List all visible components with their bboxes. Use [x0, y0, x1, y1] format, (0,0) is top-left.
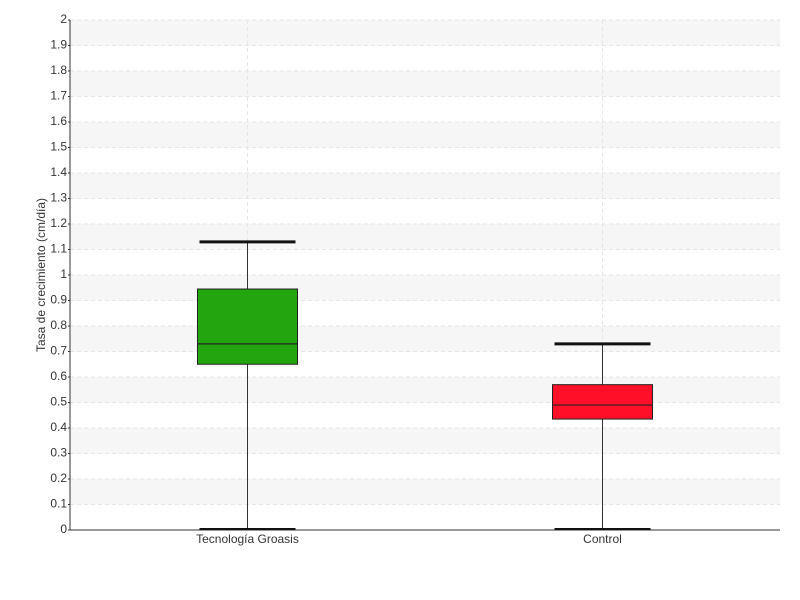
y-tick-label: 1 [60, 267, 67, 281]
y-tick-label: 1.5 [50, 140, 67, 154]
y-tick-label: 1.6 [50, 114, 67, 128]
box [197, 288, 298, 365]
grid-band [70, 71, 780, 97]
grid-band [70, 224, 780, 250]
y-tick-label: 1.8 [50, 63, 67, 77]
grid-band [70, 479, 780, 505]
grid-band [70, 173, 780, 199]
y-tick-label: 0.5 [50, 395, 67, 409]
y-tick-label: 0.1 [50, 497, 67, 511]
y-tick-label: 0.4 [50, 420, 67, 434]
y-tick-label: 1.2 [50, 216, 67, 230]
y-tick-label: 0.3 [50, 446, 67, 460]
grid-band [70, 377, 780, 403]
y-tick-label: 0.8 [50, 318, 67, 332]
y-axis-label: Tasa de crecimiento (cm/día) [34, 198, 48, 352]
grid-band [70, 275, 780, 301]
y-tick-label: 1.3 [50, 191, 67, 205]
y-tick-label: 2 [60, 12, 67, 26]
y-tick-label: 1.9 [50, 38, 67, 52]
y-tick-label: 0.2 [50, 471, 67, 485]
y-tick-label: 1.4 [50, 165, 67, 179]
y-tick-label: 1.7 [50, 89, 67, 103]
grid-band [70, 122, 780, 148]
y-tick-label: 0.7 [50, 344, 67, 358]
x-tick-label: Control [583, 532, 622, 546]
y-tick-label: 1.1 [50, 242, 67, 256]
x-tick-label: Tecnología Groasis [196, 532, 299, 546]
box [552, 384, 653, 420]
y-tick-label: 0.9 [50, 293, 67, 307]
grid-band [70, 20, 780, 46]
y-tick-label: 0.6 [50, 369, 67, 383]
grid-band [70, 326, 780, 352]
y-tick-label: 0 [60, 522, 67, 536]
grid-band [70, 428, 780, 454]
